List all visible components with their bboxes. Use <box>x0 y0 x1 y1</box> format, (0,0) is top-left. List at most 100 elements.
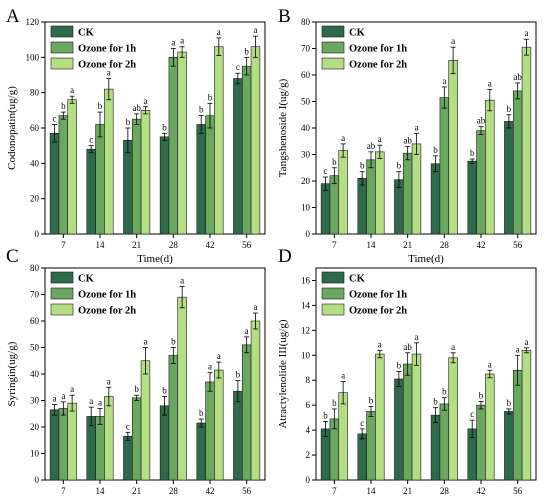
significance-label: b <box>208 92 213 102</box>
panel-letter: B <box>278 6 291 27</box>
x-tick-label: 21 <box>403 240 412 250</box>
significance-label: a <box>524 337 528 347</box>
legend-entry: Ozone for 1h <box>78 44 136 55</box>
bar <box>196 422 206 481</box>
significance-label: b <box>507 398 512 408</box>
legend-swatch <box>321 41 345 54</box>
bar <box>214 369 224 481</box>
significance-label: c <box>53 113 57 123</box>
x-tick-label: 21 <box>132 486 141 496</box>
bar <box>402 363 413 481</box>
y-tick-label: 80 <box>30 263 40 273</box>
significance-label: b <box>162 122 167 132</box>
bar <box>512 90 523 235</box>
significance-label: a <box>414 122 418 132</box>
legend-entry: CK <box>349 274 366 285</box>
x-tick-label: 7 <box>61 486 66 496</box>
significance-label: a <box>378 339 382 349</box>
x-tick-label: 7 <box>332 486 337 496</box>
bar <box>430 414 441 481</box>
y-tick-label: 0 <box>35 229 40 239</box>
bar <box>402 152 413 235</box>
bar <box>329 175 340 235</box>
panel-letter: C <box>6 246 19 267</box>
bar <box>49 133 60 235</box>
x-tick-label: 56 <box>242 486 252 496</box>
legend-entry: Ozone for 1h <box>349 290 407 301</box>
y-tick-label: 0 <box>35 475 40 485</box>
significance-label: a <box>414 332 418 342</box>
significance-label: ab <box>477 116 486 126</box>
bar <box>177 51 187 235</box>
legend-swatch <box>50 57 74 70</box>
legend-entry: Ozone for 2h <box>349 60 407 71</box>
y-tick-label: 20 <box>30 422 40 432</box>
bar <box>448 357 458 481</box>
x-tick-label: 14 <box>96 240 106 250</box>
bar <box>95 124 105 235</box>
legend-entry: Ozone for 2h <box>78 306 136 317</box>
bar <box>123 435 133 481</box>
legend-entry: CK <box>78 28 95 39</box>
significance-label: a <box>217 27 221 37</box>
significance-label: a <box>245 326 249 336</box>
significance-label: b <box>199 105 204 115</box>
y-axis-label: Syringin(ug/g) <box>6 341 18 406</box>
significance-label: ab <box>132 103 141 113</box>
x-tick-label: 7 <box>61 240 66 250</box>
chart-panel-d: D 0 2 4 6 8 10 12 14 16 Atractylenolide III(ug/g) T… <box>277 246 537 501</box>
legend-swatch <box>50 41 74 54</box>
significance-label: a <box>143 337 147 347</box>
x-tick-label: 21 <box>403 486 412 496</box>
bar <box>95 416 105 481</box>
significance-label: a <box>107 376 111 386</box>
significance-label: b <box>332 398 337 408</box>
significance-label: a <box>53 393 57 403</box>
y-tick-label: 20 <box>301 176 311 186</box>
bar <box>521 350 532 481</box>
x-tick-label: 14 <box>96 486 106 496</box>
bar <box>233 390 243 481</box>
bar <box>205 381 215 481</box>
bar <box>411 143 422 235</box>
y-tick-label: 14 <box>301 300 311 310</box>
y-tick-label: 60 <box>301 70 311 80</box>
bar <box>504 411 514 481</box>
chart-panel-c: C 0 10 20 30 40 50 60 70 80 Syringin(ug/g) Time(d) 7… <box>6 246 266 501</box>
bar <box>357 178 367 235</box>
significance-label: b <box>433 145 438 155</box>
bar <box>196 124 206 235</box>
y-tick-label: 6 <box>306 400 311 410</box>
legend-swatch <box>50 271 74 284</box>
legend-entry: Ozone for 2h <box>78 60 136 71</box>
y-tick-label: 40 <box>30 158 40 168</box>
bar <box>49 409 60 481</box>
y-tick-label: 4 <box>306 425 311 435</box>
x-tick-label: 7 <box>332 240 337 250</box>
significance-label: a <box>180 276 184 286</box>
significance-label: a <box>516 344 520 354</box>
bar <box>357 433 367 481</box>
bar <box>205 115 215 235</box>
legend-swatch <box>321 57 345 70</box>
x-tick-label: 56 <box>242 240 252 250</box>
y-tick-label: 70 <box>30 290 40 300</box>
bar <box>375 151 385 235</box>
legend-entry: Ozone for 1h <box>78 290 136 301</box>
bar <box>159 136 170 235</box>
bar <box>58 408 69 481</box>
bar <box>104 396 114 481</box>
significance-label: a <box>61 391 65 401</box>
significance-label: a <box>524 28 528 38</box>
bar <box>241 65 252 235</box>
bar <box>140 360 151 481</box>
significance-label: a <box>89 396 93 406</box>
x-tick-label: 42 <box>206 240 215 250</box>
legend-swatch <box>50 25 74 38</box>
bar <box>338 150 348 235</box>
y-tick-label: 60 <box>30 316 40 326</box>
significance-label: c <box>470 409 474 419</box>
bar <box>241 344 252 481</box>
significance-label: a <box>488 359 492 369</box>
